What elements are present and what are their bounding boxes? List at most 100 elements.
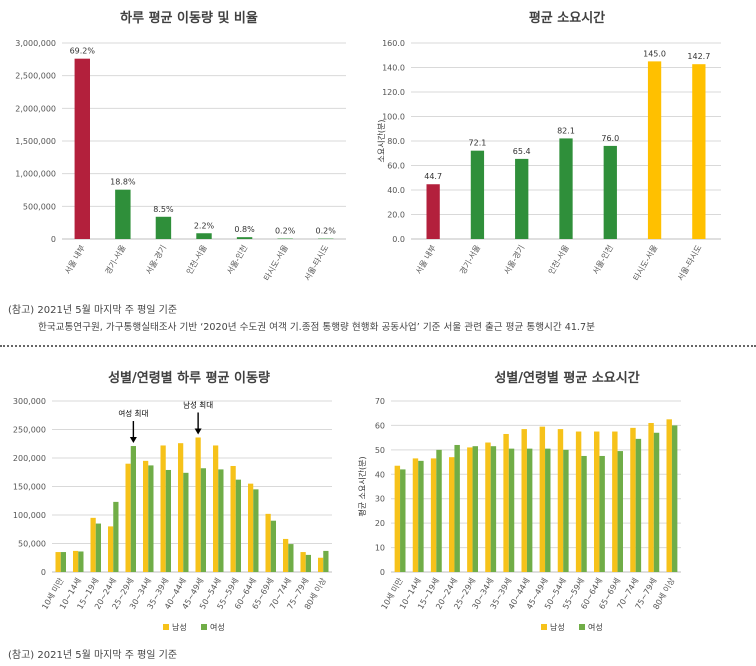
- y-tick-label: 40.0: [387, 186, 405, 195]
- x-tick-label: 경기-서울: [457, 243, 482, 276]
- y-tick-label: 80.0: [387, 137, 405, 146]
- bar-male: [539, 426, 546, 572]
- x-tick-label: 서울 내부: [63, 244, 87, 276]
- legend-swatch: [579, 624, 585, 630]
- chart-svg: 하루 평균 이동량 및 비율 0 500,000 1,000,000 1,500,000…: [15, 10, 346, 282]
- annotation-arrow-head: [129, 437, 137, 444]
- y-tick-label: 1,500,000: [15, 137, 56, 146]
- y-tick-label: 30: [375, 495, 385, 504]
- chart-title: 평균 소요시간: [529, 10, 605, 26]
- data-label: 145.0: [643, 49, 666, 58]
- bar-male: [143, 460, 149, 572]
- x-tick-label: 인천-서울: [546, 243, 571, 276]
- bar-male: [125, 463, 131, 572]
- y-tick-label: 120.0: [382, 88, 405, 97]
- data-label: 65.4: [513, 147, 531, 156]
- legend-swatch: [201, 624, 207, 630]
- bar-male: [666, 419, 672, 572]
- legend-swatch: [541, 624, 547, 630]
- bar-female: [113, 501, 119, 572]
- bar-male: [430, 458, 437, 572]
- peak-annotation: 여성 최대: [118, 408, 148, 418]
- bar-male: [283, 538, 289, 572]
- legend: 남성 여성: [163, 622, 225, 632]
- bar-female: [526, 448, 533, 572]
- bar-male: [318, 557, 324, 572]
- bar: [74, 58, 90, 240]
- y-tick-label: 150,000: [13, 483, 46, 492]
- chart-svg: 평균 소요시간 0.0 20.0 40.0 60.0 80.0 100.0 120.0 140.…: [376, 10, 721, 282]
- bar-female: [436, 449, 442, 572]
- y-tick-label: 50: [375, 446, 385, 455]
- bar-male: [300, 552, 306, 572]
- y-tick-label: 50,000: [18, 540, 46, 549]
- bar: [470, 150, 485, 239]
- bar-female: [617, 451, 623, 572]
- x-tick-label: 서울-경기: [502, 243, 527, 276]
- x-tick-label: 서울-인천: [224, 243, 249, 276]
- bar-female: [490, 446, 497, 572]
- legend-label: 남성: [550, 623, 565, 632]
- bar-female: [472, 446, 478, 572]
- bar-female: [130, 446, 136, 572]
- data-label: 8.5%: [153, 205, 174, 214]
- bar: [236, 237, 253, 239]
- bar-male: [449, 457, 455, 572]
- bar: [426, 184, 440, 239]
- y-tick-label: 0: [380, 568, 385, 577]
- data-label: 72.1: [469, 139, 487, 148]
- y-tick-label: 2,000,000: [15, 104, 56, 113]
- bar-male: [575, 431, 582, 572]
- y-tick-label: 100.0: [382, 113, 405, 122]
- bar-female: [508, 448, 515, 572]
- data-label: 69.2%: [70, 47, 96, 56]
- bar: [115, 189, 131, 239]
- bar-female: [563, 449, 569, 572]
- bar: [603, 145, 617, 239]
- bar-female: [288, 544, 294, 572]
- bar-male: [557, 429, 564, 572]
- bar-male: [630, 427, 636, 572]
- data-label: 44.7: [424, 172, 442, 181]
- data-label: 2.2%: [194, 221, 215, 230]
- bar-female: [270, 520, 276, 572]
- chart-title: 성별/연령별 평균 소요시간: [494, 370, 639, 386]
- y-axis-title: 소요시간(분): [376, 119, 386, 162]
- data-label: 0.2%: [316, 227, 337, 236]
- bar-female: [200, 468, 206, 572]
- bar-male: [648, 422, 654, 572]
- bar-male: [213, 445, 219, 572]
- bar-female: [183, 472, 189, 572]
- data-label: 18.8%: [110, 178, 136, 187]
- bar: [155, 216, 172, 239]
- chart-title: 성별/연령별 하루 평균 이동량: [108, 370, 270, 386]
- x-tick-label: 경기-서울: [103, 243, 128, 276]
- bar-female: [78, 551, 84, 572]
- data-label: 76.0: [601, 134, 619, 143]
- chart-title: 하루 평균 이동량 및 비율: [120, 10, 258, 26]
- daily-volume-chart: 하루 평균 이동량 및 비율 0 500,000 1,000,000 1,500,000…: [0, 0, 378, 300]
- bar-female: [165, 469, 171, 572]
- y-tick-label: 500,000: [23, 202, 56, 211]
- bar-male: [467, 447, 473, 572]
- y-tick-label: 60: [375, 421, 385, 430]
- bar-male: [394, 465, 401, 572]
- avg-travel-time-chart: 평균 소요시간 0.0 20.0 40.0 60.0 80.0 100.0 120.0 140.…: [376, 0, 756, 300]
- y-tick-label: 160.0: [382, 39, 405, 48]
- y-tick-label: 20.0: [387, 211, 405, 220]
- y-tick-label: 2,500,000: [15, 72, 56, 81]
- bar-female: [454, 444, 460, 572]
- bar-male: [521, 429, 527, 572]
- y-tick-label: 0: [51, 235, 56, 244]
- bar-male: [612, 431, 618, 572]
- bar-female: [305, 554, 311, 572]
- peak-annotation: 남성 최대: [183, 399, 213, 409]
- bar-male: [265, 513, 271, 572]
- bar: [515, 158, 529, 239]
- x-tick-label: 인천-서울: [184, 243, 209, 276]
- bar-male: [412, 458, 419, 572]
- y-tick-label: 300,000: [13, 397, 46, 406]
- bar-female: [581, 455, 587, 572]
- y-tick-label: 3,000,000: [15, 39, 56, 48]
